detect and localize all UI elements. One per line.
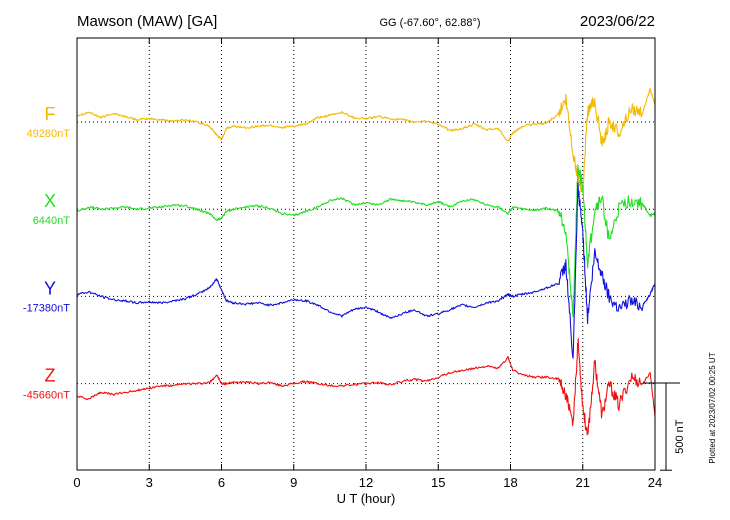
baselines [77, 121, 655, 385]
series-name-F: F [45, 104, 56, 124]
series-line-Y [76, 182, 656, 359]
series-labels: F 49280nT X 6440nT Y -17380nT Z -45660nT [23, 104, 70, 402]
series-line-X [76, 164, 656, 318]
series-name-X: X [44, 191, 56, 211]
series-baseline-value-Z: -45660nT [23, 390, 70, 402]
data-series [76, 87, 656, 436]
series-line-Z [76, 337, 656, 436]
x-axis-label: U T (hour) [337, 491, 396, 506]
x-tick-label-18: 18 [503, 475, 517, 490]
x-tick-label-0: 0 [73, 475, 80, 490]
plotted-at-note: Plotted at 2023/07/02 00:25 UT [708, 352, 717, 463]
series-baseline-value-F: 49280nT [27, 128, 71, 140]
series-name-Y: Y [44, 278, 56, 298]
series-baseline-value-X: 6440nT [33, 215, 71, 227]
series-name-Z: Z [45, 366, 56, 386]
x-tick-label-3: 3 [146, 475, 153, 490]
series-line-F [76, 87, 656, 193]
coordinates-label: GG (-67.60°, 62.88°) [379, 17, 480, 29]
x-tick-label-24: 24 [648, 475, 662, 490]
x-tick-label-9: 9 [290, 475, 297, 490]
x-tick-label-6: 6 [218, 475, 225, 490]
scale-bar: 500 nT [643, 382, 686, 471]
scale-bar-label: 500 nT [674, 419, 686, 454]
series-baseline-value-Y: -17380nT [23, 302, 70, 314]
x-tick-label-21: 21 [576, 475, 590, 490]
x-axis-ticks: 0 3 6 9 12 15 18 21 24 [73, 38, 662, 490]
x-tick-label-15: 15 [431, 475, 445, 490]
station-title: Mawson (MAW) [GA] [77, 13, 217, 30]
date-label: 2023/06/22 [580, 13, 655, 30]
grid [148, 38, 584, 470]
x-tick-label-12: 12 [359, 475, 373, 490]
